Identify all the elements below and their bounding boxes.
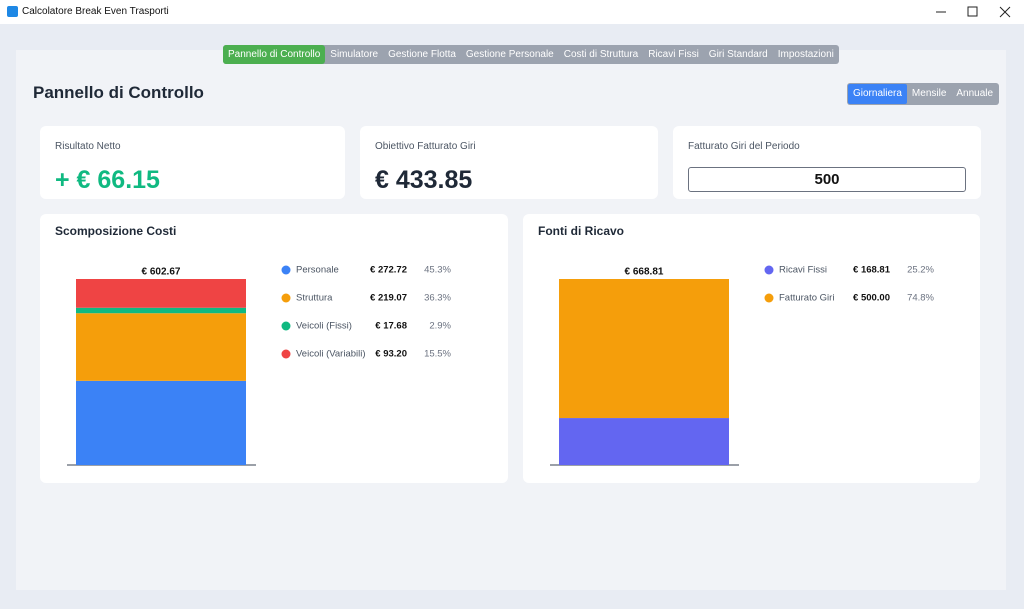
legend-share: 15.5%	[424, 349, 451, 360]
period-toggle: Giornaliera Mensile Annuale	[847, 83, 1000, 105]
legend-dot	[764, 293, 774, 303]
card-label: Risultato Netto	[55, 141, 121, 152]
card-value: + € 66.15	[55, 166, 160, 194]
total-label: € 668.81	[625, 267, 664, 278]
card: Risultato Netto + € 66.15	[40, 126, 345, 199]
tab[interactable]: Ricavi Fissi	[648, 49, 699, 60]
legend-dot	[764, 265, 774, 275]
legend-value: € 500.00	[853, 293, 890, 304]
tab[interactable]: Gestione Flotta	[388, 49, 456, 60]
legend-name: Veicoli (Fissi)	[296, 321, 352, 332]
legend-value: € 17.68	[375, 321, 407, 332]
bar-segment	[559, 418, 729, 465]
page-title: Pannello di Controllo	[33, 83, 204, 102]
card-label: Fatturato Giri del Periodo	[688, 141, 800, 152]
title-bar: Calcolatore Break Even Trasporti	[0, 0, 1024, 24]
legend-name: Ricavi Fissi	[779, 265, 827, 276]
bar-segment	[76, 380, 246, 465]
chart-title: Fonti di Ricavo	[538, 224, 624, 238]
window-controls	[936, 6, 1011, 18]
bar-segment	[76, 279, 246, 308]
card: Fatturato Giri del Periodo 500	[673, 126, 981, 199]
tab[interactable]: Pannello di Controllo	[223, 45, 326, 64]
legend-share: 36.3%	[424, 293, 451, 304]
legend-dot	[281, 265, 291, 275]
bar-segment	[559, 279, 729, 419]
tab[interactable]: Giri Standard	[708, 49, 768, 60]
legend-name: Personale	[296, 265, 339, 276]
tab[interactable]: Impostazioni	[777, 49, 834, 60]
legend-name: Fatturato Giri	[779, 293, 834, 304]
period-button[interactable]: Giornaliera	[848, 84, 907, 104]
legend-dot	[281, 293, 291, 303]
chart: Scomposizione Costi € 602.67 Personale € 27…	[55, 224, 452, 466]
window-title: Calcolatore Break Even Trasporti	[22, 6, 169, 17]
chart-title: Scomposizione Costi	[55, 224, 176, 238]
legend-name: Veicoli (Variabili)	[296, 349, 366, 360]
tab[interactable]: Simulatore	[330, 49, 379, 60]
maximize-button[interactable]	[967, 6, 978, 17]
card-value: € 433.85	[375, 166, 473, 194]
legend-share: 45.3%	[424, 265, 451, 276]
period-button[interactable]: Mensile	[911, 88, 947, 99]
tab[interactable]: Gestione Personale	[465, 49, 554, 60]
legend-dot	[281, 349, 291, 359]
period-button[interactable]: Annuale	[956, 88, 994, 99]
close-button[interactable]	[999, 6, 1011, 18]
card: Obiettivo Fatturato Giri € 433.85	[360, 126, 658, 199]
legend-value: € 168.81	[853, 265, 891, 276]
legend-value: € 93.20	[375, 349, 407, 360]
chart: Fonti di Ricavo € 668.81 Ricavi Fissi € 168…	[538, 224, 935, 466]
app-icon	[7, 6, 18, 17]
legend-value: € 272.72	[370, 265, 407, 276]
legend-name: Struttura	[296, 293, 333, 304]
legend-dot	[281, 321, 291, 331]
tab[interactable]: Costi di Struttura	[563, 49, 639, 60]
card-label: Obiettivo Fatturato Giri	[375, 141, 476, 152]
legend-share: 25.2%	[907, 265, 934, 276]
legend-share: 74.8%	[907, 293, 934, 304]
bar-segment	[76, 307, 246, 314]
legend-share: 2.9%	[429, 321, 451, 332]
legend-value: € 219.07	[370, 293, 407, 304]
period-input[interactable]: 500	[688, 167, 966, 192]
bar-segment	[76, 313, 246, 381]
tab-bar: Pannello di Controllo Simulatore Gestione …	[223, 45, 839, 64]
total-label: € 602.67	[142, 267, 181, 278]
chart-card: Scomposizione Costi € 602.67 Personale € 27…	[40, 214, 508, 483]
chart-card: Fonti di Ricavo € 668.81 Ricavi Fissi € 168…	[523, 214, 980, 483]
